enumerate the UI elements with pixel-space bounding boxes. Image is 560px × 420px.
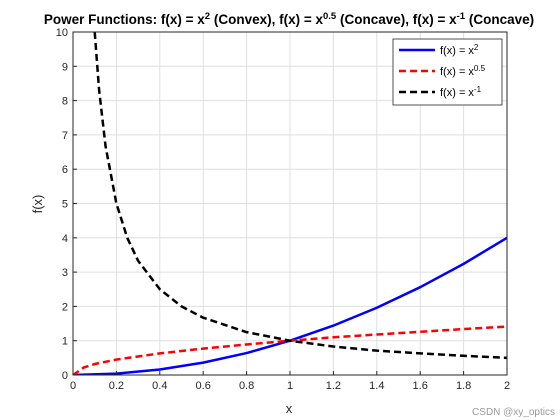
- y-tick-label: 0: [62, 370, 68, 382]
- x-tick-label: 0.2: [109, 380, 124, 392]
- y-tick-label: 4: [62, 233, 68, 245]
- legend: f(x) = x2 f(x) = x0.5 f(x) = x-1: [392, 38, 503, 106]
- x-tick-label: 0.6: [196, 380, 211, 392]
- legend-entry: f(x) = x0.5: [440, 64, 486, 78]
- y-tick-label: 6: [62, 164, 68, 176]
- x-tick-label: 1.4: [369, 380, 384, 392]
- x-tick-label: 0: [70, 380, 76, 392]
- x-sqrt-line: [73, 325, 507, 375]
- watermark: CSDN @xy_optics: [472, 407, 555, 418]
- x-tick-label: 2: [504, 380, 510, 392]
- x-tick-label: 0.8: [239, 380, 254, 392]
- legend-entry: f(x) = x-1: [440, 85, 482, 99]
- x-axis-label: x: [286, 401, 293, 416]
- y-tick-label: 7: [62, 130, 68, 142]
- series-lines: [73, 32, 507, 375]
- chart-title: Power Functions: f(x) = x2 (Convex), f(x…: [44, 11, 534, 27]
- y-tick-label: 8: [62, 96, 68, 108]
- y-tick-label: 5: [62, 199, 68, 211]
- x-tick-label: 1.2: [326, 380, 341, 392]
- x-tick-label: 1.6: [413, 380, 428, 392]
- y-tick-label: 2: [62, 301, 68, 313]
- y-tick-label: 3: [62, 267, 68, 279]
- legend-entry: f(x) = x2: [440, 43, 479, 57]
- y-tick-label: 9: [62, 61, 68, 73]
- x-tick-label: 1.8: [456, 380, 471, 392]
- x-tick-label: 1: [287, 380, 293, 392]
- y-tick-label: 1: [62, 336, 68, 348]
- x-tick-label: 0.4: [152, 380, 167, 392]
- y-tick-label: 10: [56, 27, 68, 39]
- y-axis-label: f(x): [30, 195, 45, 214]
- x-inverse-line: [93, 32, 507, 360]
- axis-ticks: 0 0.2 0.4 0.6 0.8 1 1.2 1.4 1.6 1.8 2 0 1 2 3 4 5 6 7 8 9 10: [56, 27, 510, 392]
